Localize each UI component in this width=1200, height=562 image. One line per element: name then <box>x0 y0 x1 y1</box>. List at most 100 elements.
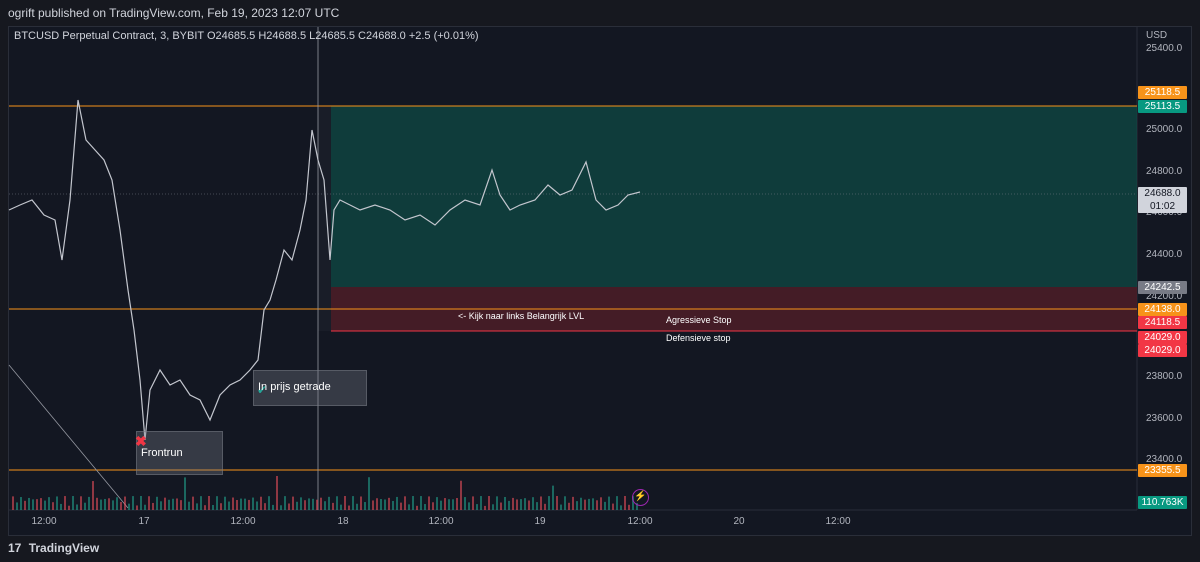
volume-bar <box>544 503 546 510</box>
volume-bar <box>352 496 354 510</box>
volume-bar <box>244 498 246 510</box>
footer-brand[interactable]: 17 TradingView <box>8 541 99 555</box>
volume-bar <box>364 502 366 510</box>
note-in-prijs[interactable]: ✔ In prijs getrade <box>253 370 367 406</box>
time-tick: 12:00 <box>825 516 851 527</box>
note-text: Frontrun <box>141 447 183 459</box>
price-tag-stop: 24029.0 <box>1138 344 1187 357</box>
volume-bar <box>288 503 290 510</box>
volume-bar <box>484 505 486 510</box>
volume-bar <box>400 502 402 510</box>
volume-bar <box>360 496 362 510</box>
volume-bar <box>256 501 258 510</box>
volume-bar <box>32 499 34 510</box>
volume-bar <box>580 497 582 510</box>
position-start-zone <box>318 106 331 331</box>
time-tick: 12:00 <box>428 516 454 527</box>
volume-bar <box>124 496 126 510</box>
volume-bar <box>132 496 134 510</box>
volume-bar <box>528 500 530 510</box>
volume-bar <box>96 497 98 510</box>
volume-bar <box>420 496 422 510</box>
volume-bar <box>404 496 406 510</box>
price-tag-entry: 24242.5 <box>1138 281 1187 294</box>
note-frontrun[interactable]: ✖ Frontrun <box>135 431 223 475</box>
volume-bar <box>176 498 178 510</box>
volume-bar <box>156 496 158 510</box>
volume-bar <box>284 496 286 510</box>
volume-bar <box>408 504 410 510</box>
volume-bar <box>492 504 494 510</box>
volume-bar <box>608 496 610 510</box>
volume-bar <box>240 498 242 510</box>
volume-bar <box>572 496 574 510</box>
price-tick: 23400.0 <box>1146 454 1183 465</box>
volume-bar <box>632 496 634 510</box>
volume-bar <box>480 496 482 510</box>
price-tick: 24200.0 <box>1146 291 1183 302</box>
volume-bar <box>292 496 294 510</box>
annotation-defensieve: Defensieve stop <box>666 333 731 343</box>
volume-bar <box>564 496 566 510</box>
price-tag-stop: 24118.5 <box>1138 316 1187 329</box>
volume-bar <box>600 497 602 510</box>
volume-bar <box>628 504 630 510</box>
volume-bar <box>108 498 110 510</box>
lightning-icon[interactable]: ⚡ <box>632 489 649 506</box>
time-tick: 19 <box>534 516 546 527</box>
volume-bar <box>228 501 230 510</box>
cross-icon: ✖ <box>135 433 147 449</box>
annotation-agressieve: Agressieve Stop <box>666 315 732 325</box>
volume-bar <box>200 496 202 510</box>
price-tick: 25000.0 <box>1146 124 1183 135</box>
annotation-kijk: <- Kijk naar links Belangrijk LVL <box>458 311 585 321</box>
volume-bar <box>236 499 238 510</box>
volume-bar <box>568 502 570 510</box>
time-tick: 12:00 <box>31 516 57 527</box>
volume-bar <box>168 499 170 510</box>
price-tag-last: 24688.0 01:02 <box>1138 187 1187 213</box>
volume-bar <box>172 498 174 510</box>
volume-bar <box>16 502 18 510</box>
volume-bar <box>28 497 30 510</box>
volume-bar <box>12 496 14 510</box>
volume-bar <box>88 496 90 510</box>
volume-bar <box>620 505 622 510</box>
volume-bar <box>232 497 234 510</box>
price-tick: 24800.0 <box>1146 166 1183 177</box>
volume-bar <box>104 498 106 510</box>
volume-bar <box>592 498 594 510</box>
price-tag-target: 25113.5 <box>1138 100 1187 113</box>
volume-bar <box>216 496 218 510</box>
volume-bar <box>188 501 190 510</box>
volume-bar <box>496 496 498 510</box>
volume-bar <box>296 501 298 510</box>
volume-bar <box>468 502 470 510</box>
volume-bar <box>324 501 326 510</box>
volume-bar <box>540 496 542 510</box>
volume-bar <box>252 497 254 510</box>
volume-bar <box>576 501 578 510</box>
volume-bar <box>588 498 590 510</box>
time-tick: 20 <box>733 516 745 527</box>
currency-label: USD <box>1146 30 1168 41</box>
volume-bar <box>584 499 586 510</box>
volume-bar <box>160 501 162 510</box>
note-text: In prijs getrade <box>258 381 331 393</box>
volume-bar <box>440 500 442 510</box>
volume-bar <box>64 496 66 510</box>
time-tick: 18 <box>337 516 349 527</box>
volume-bar <box>220 503 222 510</box>
volume-bar <box>52 502 54 510</box>
volume-bar <box>412 496 414 510</box>
publish-header: ogrift published on TradingView.com, Feb… <box>0 0 1200 26</box>
price-tick: 23600.0 <box>1146 413 1183 424</box>
volume-bar <box>472 496 474 510</box>
volume-bar <box>316 499 318 510</box>
volume-bar <box>196 503 198 510</box>
volume-bar <box>396 496 398 510</box>
volume-bar <box>112 500 114 510</box>
volume-bar <box>312 498 314 510</box>
long-target-zone <box>331 106 1137 287</box>
